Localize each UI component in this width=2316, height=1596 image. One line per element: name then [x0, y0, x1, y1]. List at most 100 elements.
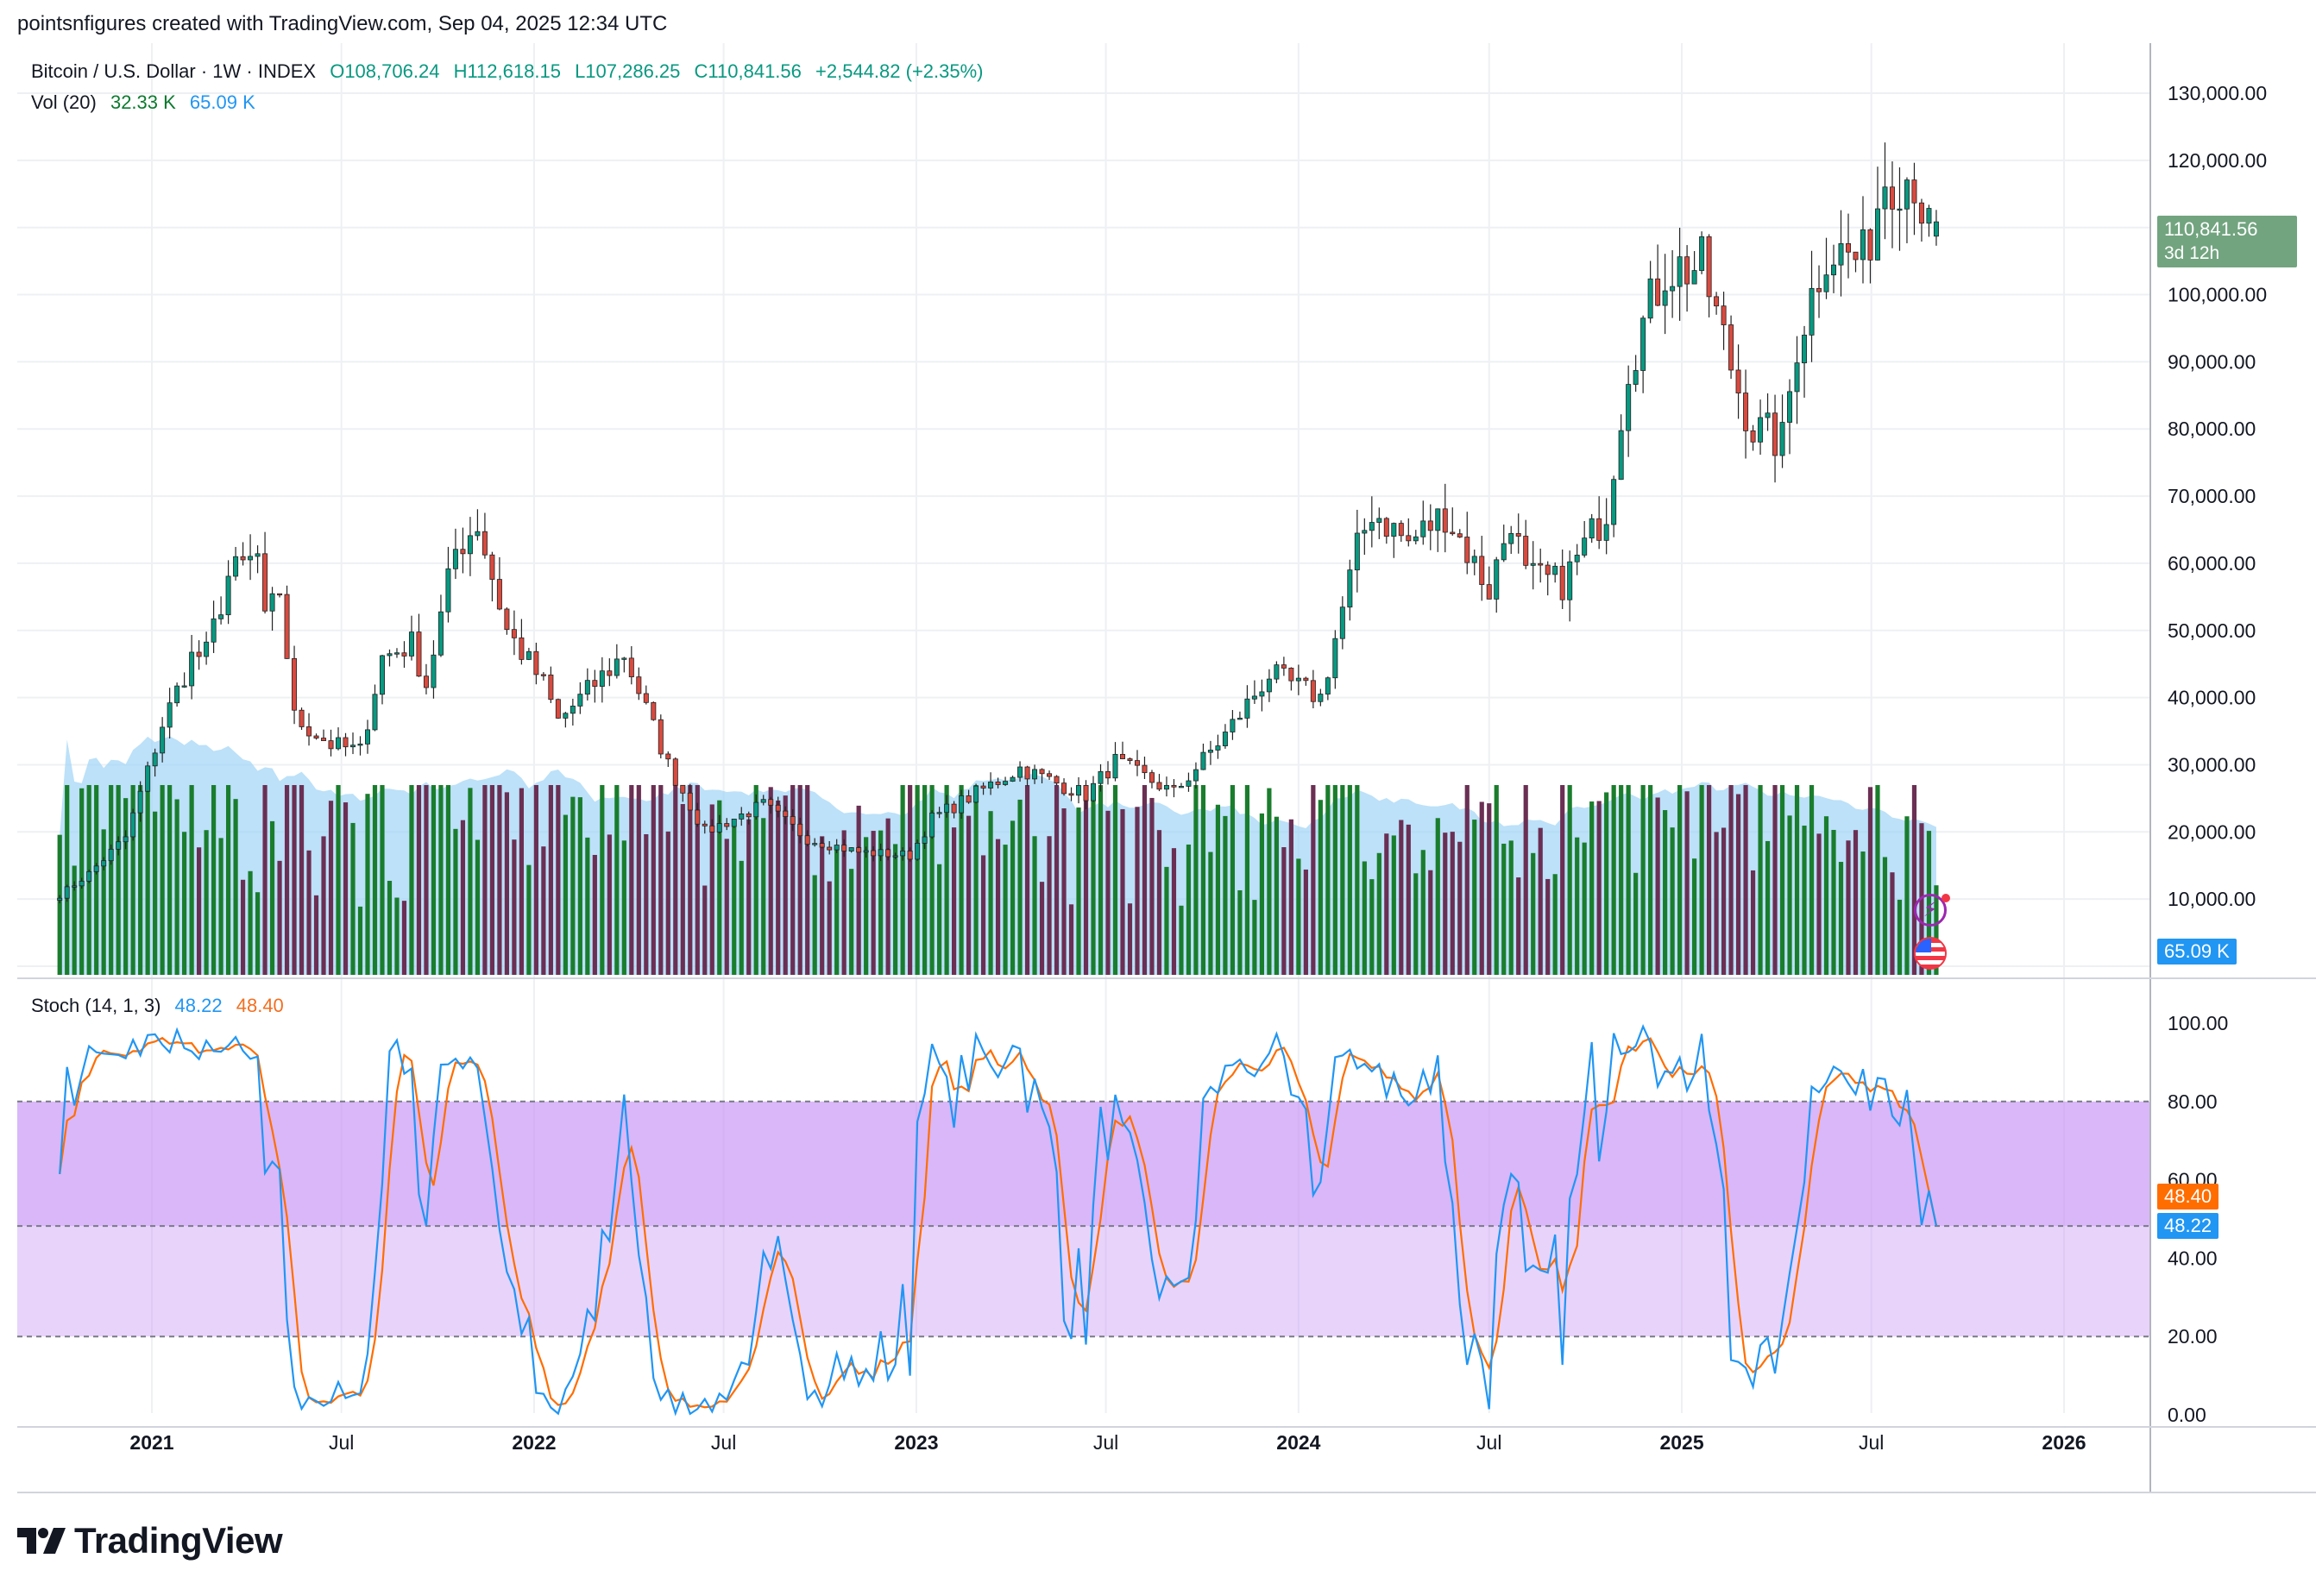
- volume-bar: [841, 830, 846, 975]
- high-value: H112,618.15: [453, 60, 561, 82]
- candle-body: [1383, 518, 1389, 537]
- candle-body: [1662, 290, 1668, 306]
- volume-bar: [167, 785, 173, 975]
- candle-body: [1142, 764, 1148, 774]
- candle-body: [1391, 523, 1397, 537]
- volume-bar: [313, 895, 319, 975]
- candle-body: [1750, 430, 1756, 443]
- candle-body: [570, 706, 576, 714]
- volume-bar: [621, 840, 626, 975]
- volume-bar: [1479, 801, 1484, 975]
- candle-body: [1787, 391, 1793, 423]
- volume-bar: [248, 870, 253, 975]
- candle-body: [1501, 543, 1507, 561]
- candle-body: [1149, 772, 1155, 783]
- candle-body: [1091, 782, 1097, 801]
- flash-icon[interactable]: ⚡: [1914, 894, 1947, 927]
- volume-bar: [409, 785, 414, 975]
- vol-ma-tag: 65.09 K: [2157, 939, 2237, 965]
- candle-body: [1003, 781, 1009, 785]
- candle-body: [856, 847, 862, 853]
- us-flag-icon[interactable]: [1914, 937, 1947, 970]
- x-tick-label: Jul: [329, 1431, 354, 1454]
- volume-bar: [966, 815, 972, 975]
- volume-bar: [1831, 829, 1836, 975]
- volume-bar: [482, 785, 488, 975]
- volume-bar: [497, 785, 502, 975]
- volume-bar: [1846, 840, 1851, 975]
- volume-bar: [783, 795, 788, 975]
- candle-body: [1127, 758, 1133, 761]
- candle-body: [467, 535, 473, 555]
- volume-bar: [885, 818, 891, 975]
- volume-bar: [1772, 785, 1778, 975]
- stoch-k-line: [59, 1023, 1938, 1417]
- volume-bar: [665, 831, 670, 975]
- candle-body: [284, 594, 290, 659]
- volume-bar: [387, 881, 393, 975]
- candle-body: [1083, 785, 1089, 801]
- candle-body: [489, 554, 495, 580]
- candle-body: [1134, 760, 1140, 766]
- volume-bar: [1875, 785, 1880, 975]
- vol-label[interactable]: Vol (20): [31, 91, 97, 113]
- candle-body: [1567, 561, 1573, 600]
- volume-bar: [1545, 878, 1551, 975]
- volume-bar: [952, 827, 957, 975]
- candle-body: [160, 726, 166, 754]
- volume-bar: [240, 879, 246, 975]
- price-tick-label: 120,000.00: [2168, 149, 2267, 172]
- volume-bar: [269, 820, 275, 975]
- volume-bar: [1332, 785, 1337, 975]
- stoch-label[interactable]: Stoch (14, 1, 3): [31, 995, 161, 1016]
- volume-bar: [299, 785, 305, 975]
- volume-bar: [225, 785, 231, 975]
- candle-body: [1823, 274, 1829, 292]
- volume-bar: [445, 785, 451, 975]
- volume-bar: [1582, 842, 1587, 975]
- candle-body: [1450, 531, 1456, 535]
- x-tick-label: 2023: [894, 1431, 938, 1454]
- volume-bar: [592, 854, 597, 975]
- candle-body: [1369, 522, 1375, 531]
- stoch-tick-label: 80.00: [2168, 1090, 2218, 1113]
- volume-bar: [1758, 785, 1763, 975]
- tradingview-logo[interactable]: TradingView: [17, 1520, 283, 1561]
- candle-body: [1339, 606, 1345, 639]
- volume-bar: [1765, 840, 1771, 975]
- volume-bar: [1193, 785, 1199, 975]
- volume-bar: [1179, 905, 1184, 975]
- candle-body: [746, 813, 752, 818]
- volume-bar: [365, 794, 370, 975]
- volume-bar: [585, 837, 590, 975]
- candle-body: [1435, 508, 1441, 531]
- volume-bar: [1838, 862, 1844, 975]
- candle-body: [1156, 782, 1162, 790]
- candle-body: [145, 765, 151, 792]
- volume-bar: [357, 906, 363, 975]
- volume-bar: [153, 811, 158, 975]
- candle-body: [973, 785, 979, 803]
- volume-bar: [1721, 827, 1727, 975]
- candle-body: [1874, 208, 1880, 261]
- candle-body: [599, 670, 605, 688]
- symbol-label[interactable]: Bitcoin / U.S. Dollar · 1W · INDEX: [31, 60, 317, 82]
- volume-bar: [1171, 848, 1177, 975]
- volume-bar: [1611, 785, 1616, 975]
- volume-bar: [1039, 882, 1045, 975]
- volume-bar: [218, 838, 223, 975]
- candle-body: [1237, 718, 1243, 720]
- volume-bar: [526, 864, 532, 975]
- page-title: pointsnfigures created with TradingView.…: [17, 12, 668, 35]
- volume-bar: [1164, 866, 1169, 975]
- candle-body: [959, 795, 965, 814]
- volume-bar: [600, 785, 605, 975]
- volume-bar: [1281, 847, 1287, 975]
- volume-bar: [1633, 872, 1639, 975]
- candle-body: [1846, 242, 1852, 253]
- candle-body: [892, 855, 898, 858]
- volume-bar: [658, 785, 664, 975]
- candle-body: [900, 851, 906, 857]
- volume-bar: [1904, 816, 1910, 975]
